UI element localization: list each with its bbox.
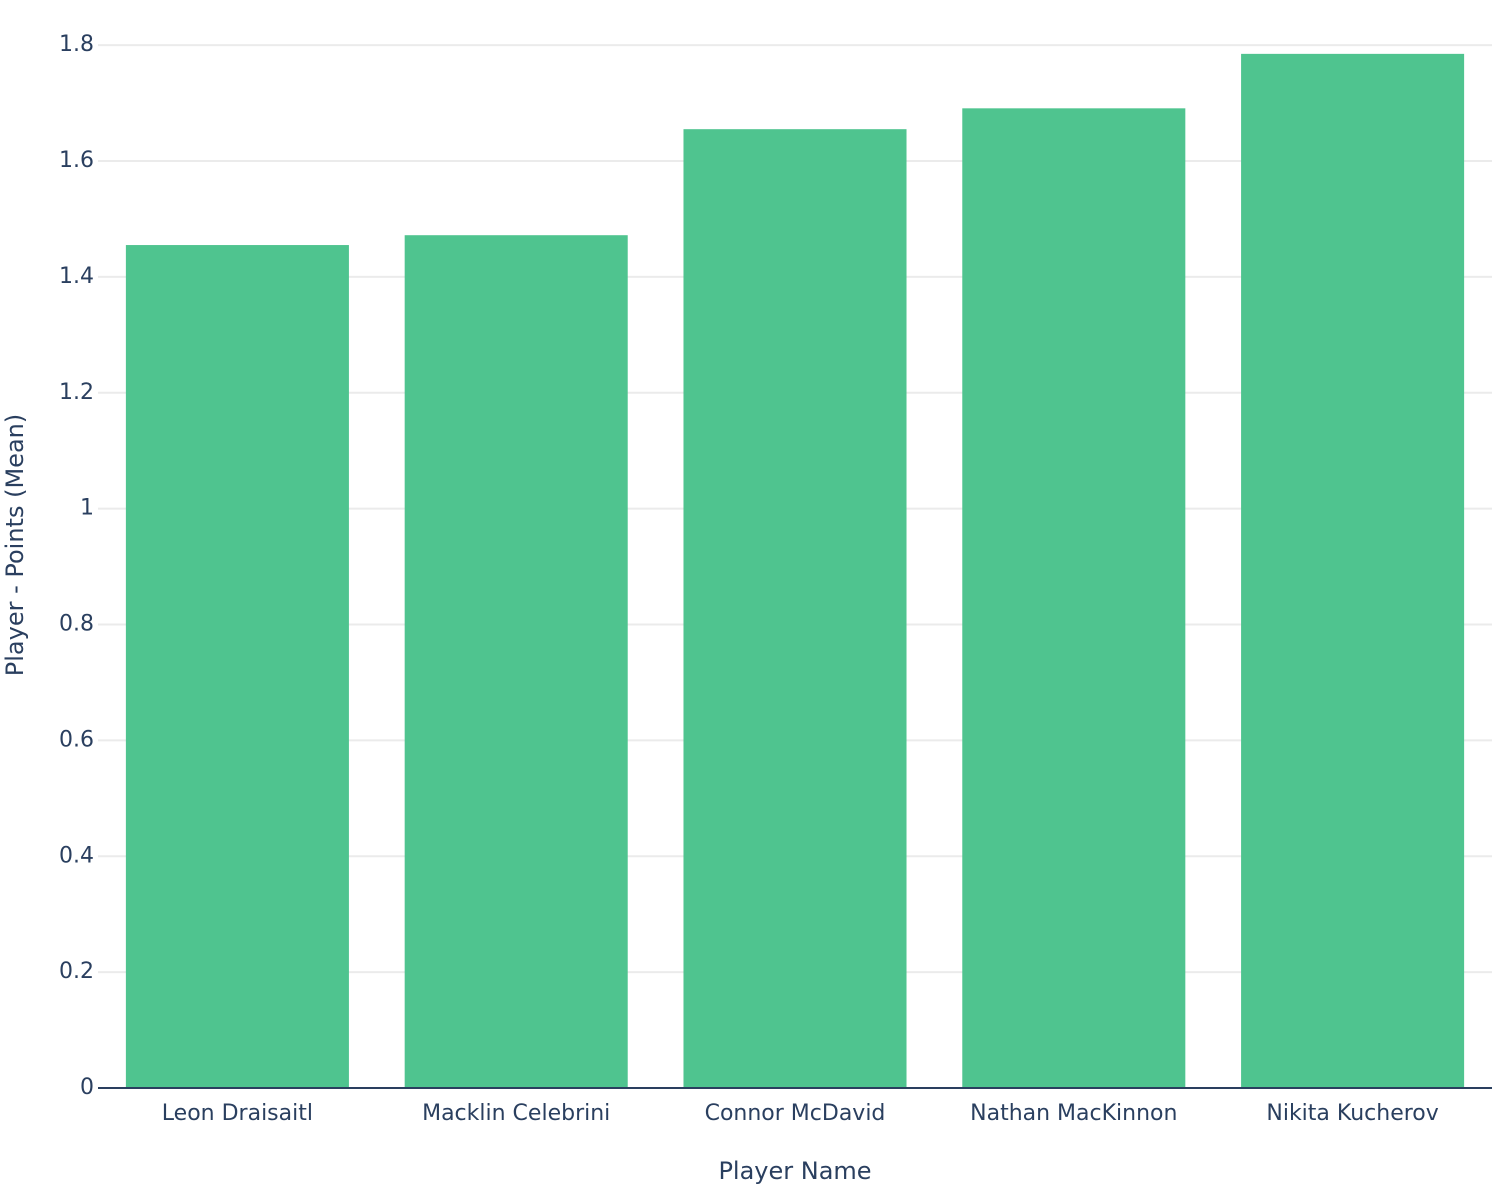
y-tick-label: 1 xyxy=(80,496,94,521)
y-tick-label: 0 xyxy=(80,1075,94,1100)
y-tick-label: 0.4 xyxy=(59,843,94,868)
bar xyxy=(1241,53,1465,1088)
y-axis-title: Player - Points (Mean) xyxy=(1,414,29,676)
bar xyxy=(683,129,907,1089)
bar xyxy=(404,235,628,1088)
y-tick-label: 1.2 xyxy=(59,380,94,405)
bar xyxy=(125,245,349,1088)
bar xyxy=(962,108,1186,1089)
x-tick-label: Connor McDavid xyxy=(705,1101,886,1126)
y-tick-label: 1.6 xyxy=(59,148,94,173)
y-tick-label: 0.8 xyxy=(59,612,94,637)
x-tick-label: Nikita Kucherov xyxy=(1266,1101,1438,1126)
y-tick-label: 0.2 xyxy=(59,959,94,984)
x-tick-label: Leon Draisaitl xyxy=(162,1101,313,1126)
y-tick-label: 1.8 xyxy=(59,32,94,57)
x-axis-title: Player Name xyxy=(718,1157,871,1185)
x-tick-label: Nathan MacKinnon xyxy=(970,1101,1177,1126)
y-tick-label: 0.6 xyxy=(59,727,94,752)
y-tick-label: 1.4 xyxy=(59,264,94,289)
x-tick-label: Macklin Celebrini xyxy=(422,1101,610,1126)
